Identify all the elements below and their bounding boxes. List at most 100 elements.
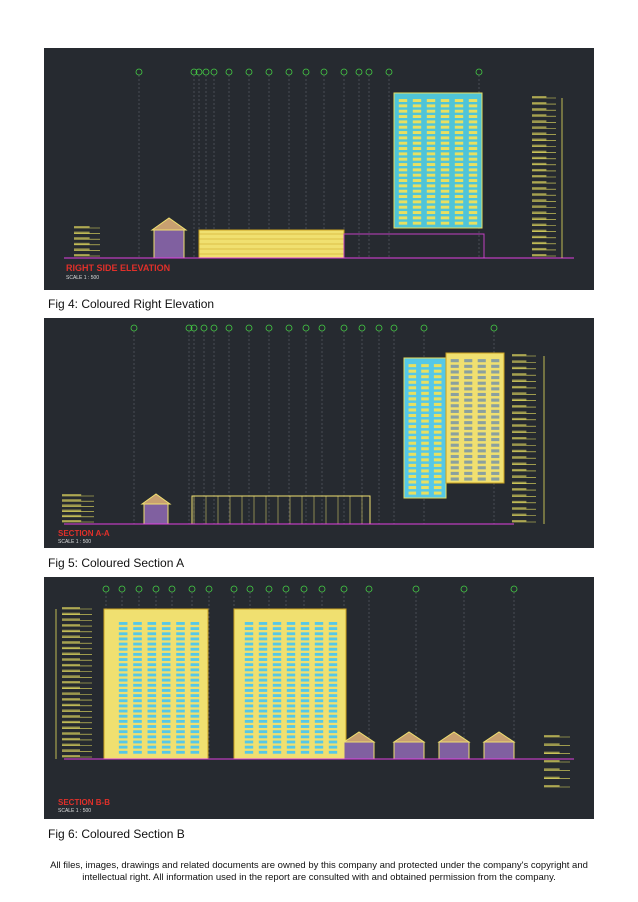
window: [300, 627, 310, 631]
window: [147, 627, 157, 631]
window: [133, 658, 142, 661]
window: [161, 678, 171, 682]
window: [491, 392, 500, 397]
window: [440, 211, 450, 214]
window: [454, 147, 464, 150]
grid-bubble: [302, 68, 310, 76]
level-tag: [512, 437, 527, 439]
window: [161, 725, 171, 728]
window: [300, 699, 310, 703]
window: [408, 386, 417, 390]
level-tag: [512, 366, 527, 369]
window: [491, 466, 500, 470]
window: [412, 211, 422, 214]
window: [133, 704, 142, 708]
level-tag: [62, 607, 80, 609]
window: [440, 168, 450, 172]
level-markers-left: [62, 607, 92, 758]
window: [190, 632, 200, 636]
window: [190, 740, 200, 744]
level-tag: [532, 96, 547, 98]
window: [133, 622, 142, 625]
window: [433, 391, 442, 395]
level-tag: [532, 162, 547, 165]
window: [398, 147, 408, 150]
window: [300, 750, 310, 754]
window: [433, 436, 442, 440]
window: [450, 438, 459, 442]
figure-caption: Fig 6: Coloured Section B: [48, 827, 185, 841]
level-tag: [532, 193, 547, 196]
window: [161, 730, 171, 734]
window: [314, 622, 324, 625]
window: [408, 447, 417, 451]
window: [286, 637, 296, 641]
window: [454, 168, 464, 172]
window: [300, 647, 310, 651]
window: [161, 632, 171, 636]
window: [491, 381, 500, 385]
window: [258, 725, 268, 728]
window: [440, 216, 450, 220]
level-tag: [532, 229, 547, 232]
window: [244, 714, 254, 718]
window: [421, 469, 429, 473]
window: [118, 637, 128, 641]
window: [477, 398, 486, 402]
copyright-footer: All files, images, drawings and related …: [50, 860, 588, 883]
window: [464, 432, 473, 436]
window: [477, 376, 486, 380]
level-tag: [62, 514, 82, 517]
window: [258, 627, 268, 631]
level-tag: [532, 199, 547, 202]
figure-caption: Fig 4: Coloured Right Elevation: [48, 297, 215, 311]
townhouse: [483, 741, 515, 760]
window: [440, 189, 450, 193]
window: [133, 632, 142, 636]
window: [491, 387, 500, 391]
window: [244, 730, 254, 734]
window: [477, 471, 486, 475]
window: [314, 689, 324, 692]
window: [426, 104, 436, 108]
window: [176, 699, 185, 703]
window: [450, 471, 459, 475]
window: [468, 173, 478, 177]
level-tag: [532, 168, 547, 171]
window: [398, 189, 408, 193]
window: [161, 627, 171, 631]
window: [272, 683, 282, 687]
level-tag: [62, 629, 80, 632]
window: [328, 699, 338, 703]
window: [190, 627, 200, 631]
window: [408, 463, 417, 467]
window: [176, 663, 185, 667]
window: [328, 622, 338, 625]
window: [118, 694, 128, 698]
grid-bubble: [225, 68, 233, 76]
window: [454, 131, 464, 134]
window: [398, 195, 408, 198]
grid-bubble: [210, 68, 218, 76]
window: [118, 730, 128, 734]
window: [244, 668, 254, 672]
grid-bubble: [385, 68, 393, 76]
window: [412, 184, 422, 188]
window: [412, 173, 422, 177]
window: [190, 668, 200, 672]
level-tag: [512, 405, 527, 408]
window: [118, 683, 128, 687]
grid-bubble: [318, 324, 326, 332]
window: [176, 735, 185, 739]
level-tag: [512, 494, 527, 497]
window: [133, 719, 142, 723]
window: [190, 719, 200, 723]
window: [300, 632, 310, 636]
window: [398, 120, 408, 124]
window: [398, 221, 408, 225]
window: [412, 200, 422, 204]
window: [450, 381, 459, 385]
window: [272, 714, 282, 718]
grid-bubble: [300, 585, 308, 593]
window: [300, 622, 310, 625]
